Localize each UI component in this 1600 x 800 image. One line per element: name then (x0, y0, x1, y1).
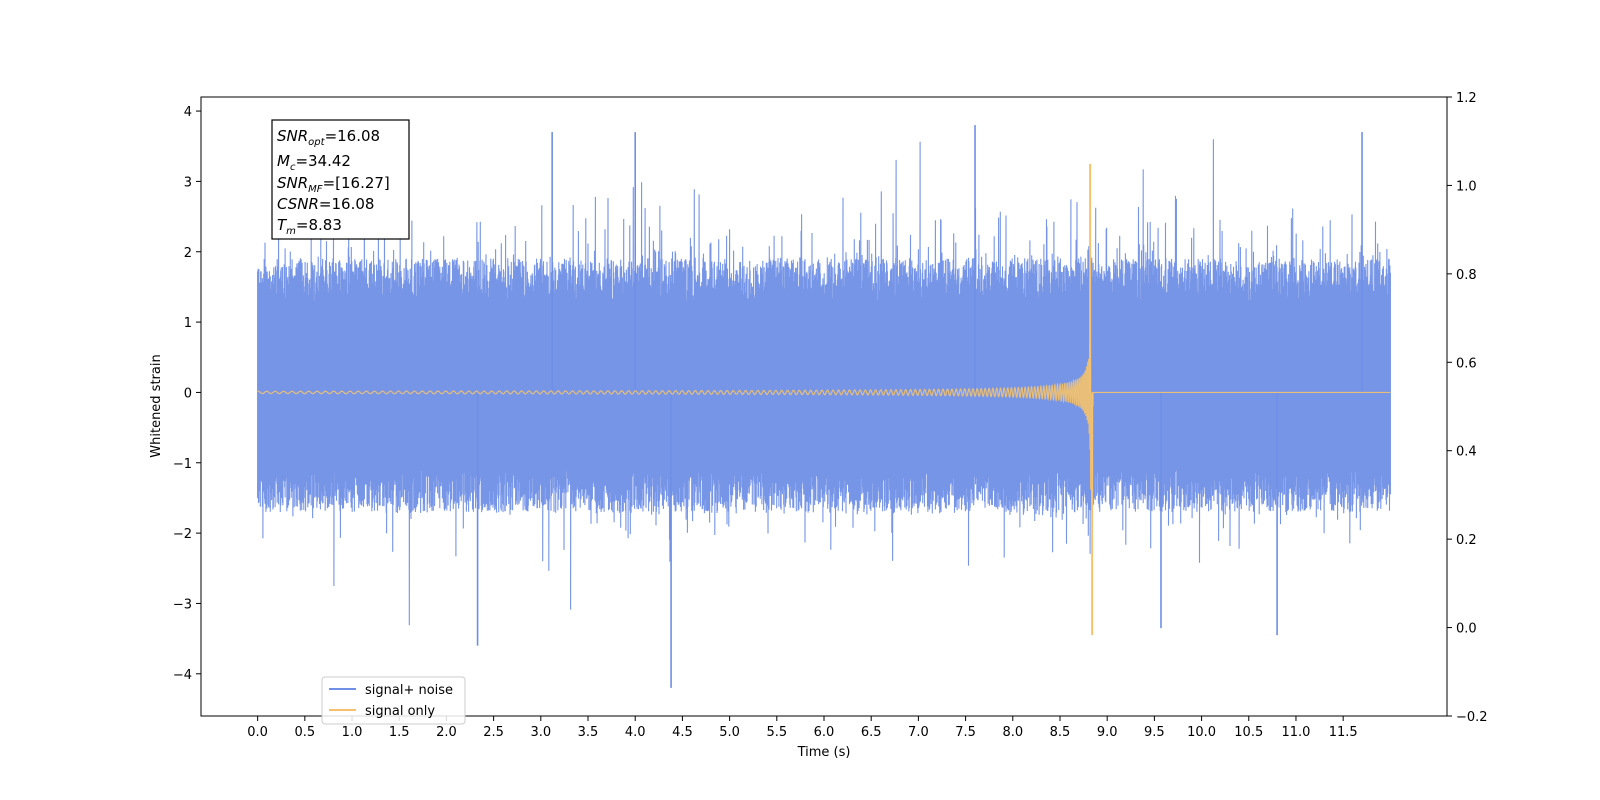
signal-only-line (257, 326, 1391, 490)
legend-label-noise: signal+ noise (365, 683, 453, 698)
x-tick-label: 5.5 (766, 725, 787, 740)
legend: signal+ noise signal only (321, 676, 466, 725)
x-axis-label: Time (s) (797, 745, 851, 760)
info-mc: Mc=34.42 (277, 152, 351, 173)
x-tick-label: 1.5 (389, 725, 410, 740)
x-tick-label: 11.5 (1329, 725, 1358, 740)
info-snr-mf: SNRMF=[16.27] (277, 174, 390, 195)
x-tick-label: 0.0 (247, 725, 268, 740)
y-axis-right: 1.2 1.0 0.8 0.6 0.4 0.2 0.0 −0.2 (1447, 91, 1488, 725)
y-tick-label: 3 (184, 175, 192, 190)
x-tick-label: 0.5 (294, 725, 315, 740)
y2-tick-label: 1.2 (1456, 91, 1477, 106)
info-box: SNRopt=16.08 Mc=34.42 SNRMF=[16.27] CSNR… (271, 119, 410, 240)
x-tick-label: 9.0 (1097, 725, 1118, 740)
info-csnr: CSNR=16.08 (277, 195, 374, 213)
x-tick-label: 7.5 (955, 725, 976, 740)
x-tick-label: 7.0 (908, 725, 929, 740)
x-tick-label: 2.5 (483, 725, 504, 740)
signal-noise-line (257, 139, 1391, 626)
x-tick-label: 10.0 (1187, 725, 1216, 740)
x-tick-label: 8.0 (1002, 725, 1023, 740)
y-tick-label: 2 (184, 246, 192, 261)
x-tick-label: 11.0 (1281, 725, 1310, 740)
y-tick-label: −3 (173, 597, 192, 612)
y2-tick-label: 1.0 (1456, 179, 1477, 194)
legend-frame (321, 676, 466, 725)
y2-tick-label: 0.4 (1456, 445, 1477, 460)
x-axis: 0.0 0.5 1.0 1.5 2.0 2.5 3.0 3.5 4.0 4.5 5.0 5.5 6.0 6… (247, 716, 1358, 740)
x-tick-label: 6.5 (861, 725, 882, 740)
y-axis-label: Whitened strain (149, 354, 164, 457)
x-tick-label: 1.0 (342, 725, 363, 740)
y2-tick-label: 0.0 (1456, 622, 1477, 637)
x-tick-label: 4.0 (625, 725, 646, 740)
y2-tick-label: 0.6 (1456, 356, 1477, 371)
y-tick-label: 1 (184, 316, 192, 331)
y-tick-label: 4 (184, 105, 192, 120)
y-tick-label: −2 (173, 527, 192, 542)
info-tm: Tm=8.83 (277, 216, 342, 237)
signal-only-series (257, 163, 1391, 636)
x-tick-label: 9.5 (1144, 725, 1165, 740)
y-tick-label: 0 (184, 386, 192, 401)
x-tick-label: 8.5 (1050, 725, 1071, 740)
x-tick-label: 3.0 (530, 725, 551, 740)
x-tick-label: 6.0 (814, 725, 835, 740)
x-tick-label: 2.0 (436, 725, 457, 740)
legend-label-signal: signal only (365, 704, 435, 719)
y2-tick-label: 0.2 (1456, 533, 1477, 548)
info-box-frame (271, 119, 410, 240)
x-tick-label: 5.0 (719, 725, 740, 740)
info-snr-opt: SNRopt=16.08 (277, 127, 380, 148)
x-tick-label: 10.5 (1234, 725, 1263, 740)
y-axis-left: 4 3 2 1 0 −1 −2 −3 −4 (173, 105, 201, 683)
x-tick-label: 4.5 (672, 725, 693, 740)
signal-noise-series (257, 125, 1391, 688)
y2-tick-label: 0.8 (1456, 268, 1477, 283)
y2-tick-label: −0.2 (1456, 710, 1488, 725)
x-tick-label: 3.5 (578, 725, 599, 740)
y-tick-label: −1 (173, 457, 192, 472)
y-tick-label: −4 (173, 668, 192, 683)
